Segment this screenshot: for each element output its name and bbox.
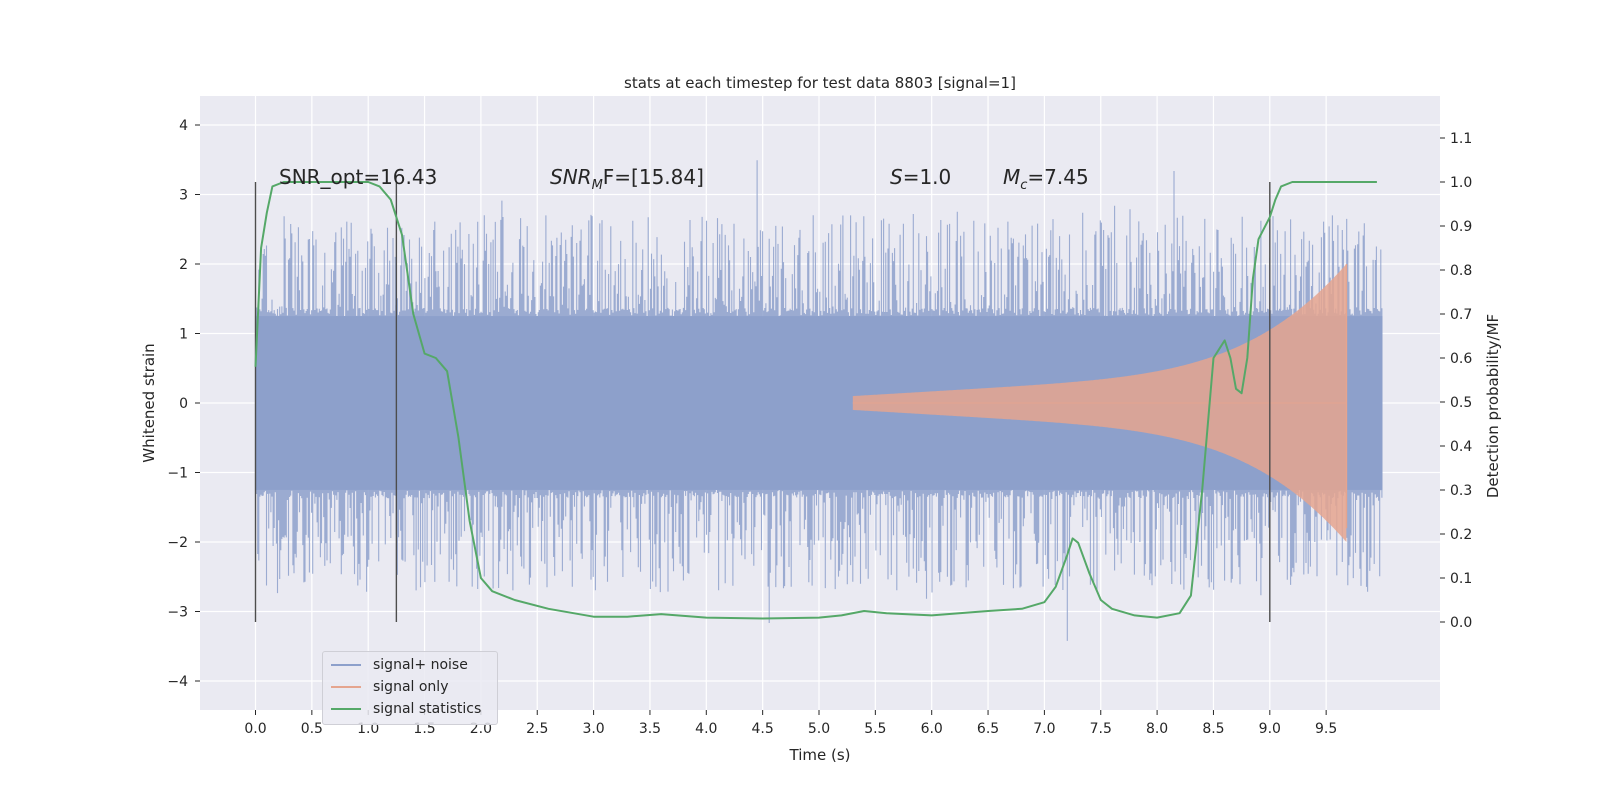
x-tick-label: 2.5 — [526, 721, 548, 737]
y2-tick-label: 0.8 — [1450, 263, 1472, 279]
x-tick-label: 1.0 — [357, 721, 379, 737]
annotation-snr-mf: SNRMF=[15.84] — [550, 165, 704, 193]
y2-tick-label: 0.5 — [1450, 395, 1472, 411]
x-tick-label: 7.0 — [1033, 721, 1055, 737]
y2-axis-label: Detection probability/MF — [1484, 314, 1502, 498]
x-tick-label: 5.5 — [864, 721, 886, 737]
x-tick-label: 6.0 — [921, 721, 943, 737]
annotation-s-var: S — [890, 165, 903, 189]
x-tick-label: 7.5 — [1090, 721, 1112, 737]
chart-title: stats at each timestep for test data 880… — [624, 74, 1016, 92]
x-tick-label: 8.5 — [1202, 721, 1224, 737]
annotation-snr-mf-sub: M — [592, 178, 603, 193]
legend-swatch-signal-statistics — [331, 708, 361, 710]
y2-tick-label: 0.3 — [1450, 483, 1472, 499]
x-axis-label: Time (s) — [789, 746, 851, 764]
legend: signal+ noise signal only signal statist… — [322, 651, 498, 725]
y-tick-label: 0 — [179, 396, 188, 412]
x-tick-label: 2.0 — [470, 721, 492, 737]
y-tick-label: 1 — [179, 327, 188, 343]
x-tick-label: 9.5 — [1315, 721, 1337, 737]
legend-item-signal-only: signal only — [331, 677, 448, 697]
annotation-s: S=1.0 — [890, 165, 951, 189]
signal-statistics-line — [254, 181, 1377, 620]
x-tick-label: 0.5 — [301, 721, 323, 737]
x-tick-label: 4.0 — [695, 721, 717, 737]
signal-only-series — [852, 264, 1348, 542]
x-tick-label: 8.0 — [1146, 721, 1168, 737]
annotation-mc-sub: c — [1020, 178, 1027, 193]
x-tick-label: 6.5 — [977, 721, 999, 737]
x-tick-label: 1.5 — [413, 721, 435, 737]
legend-label: signal statistics — [373, 701, 482, 717]
y-axis-label: Whitened strain — [140, 343, 158, 462]
legend-item-signal-noise: signal+ noise — [331, 655, 468, 675]
legend-swatch-signal-only — [331, 686, 361, 688]
signal-statistics-series — [254, 181, 1377, 620]
x-tick-label: 3.5 — [639, 721, 661, 737]
y2-tick-label: 0.1 — [1450, 571, 1472, 587]
y-tick-label: 2 — [179, 257, 188, 273]
tick-layer: 0.0 0.5 1.0 1.5 2.0 2.5 3.0 3.5 4.0 4.5 5.0 5.5 6.0 6… — [167, 118, 1472, 737]
vertical-markers — [254, 182, 1271, 622]
y-tick-label: −4 — [167, 674, 188, 690]
legend-item-signal-statistics: signal statistics — [331, 699, 481, 719]
y-tick-label: 4 — [179, 118, 188, 134]
y2-tick-label: 0.7 — [1450, 307, 1472, 323]
y-tick-label: −2 — [167, 535, 188, 551]
annotation-mc: Mc=7.45 — [1003, 165, 1089, 193]
y-tick-label: 3 — [179, 188, 188, 204]
y2-tick-label: 0.6 — [1450, 351, 1472, 367]
annotation-s-rest: =1.0 — [903, 165, 952, 189]
legend-label: signal+ noise — [373, 657, 468, 673]
annotation-snr-mf-var: SNR — [550, 165, 592, 189]
annotation-mc-var: M — [1003, 165, 1020, 189]
annotation-snr-opt: SNR_opt=16.43 — [279, 165, 437, 189]
y2-tick-label: 0.0 — [1450, 615, 1472, 631]
y2-tick-label: 1.0 — [1450, 175, 1472, 191]
y2-tick-label: 0.2 — [1450, 527, 1472, 543]
x-tick-label: 4.5 — [752, 721, 774, 737]
y-tick-label: −1 — [167, 466, 188, 482]
y-tick-label: −3 — [167, 605, 188, 621]
legend-swatch-signal-noise — [331, 664, 361, 666]
y2-tick-label: 0.4 — [1450, 439, 1472, 455]
x-tick-label: 3.0 — [582, 721, 604, 737]
y2-tick-label: 0.9 — [1450, 219, 1472, 235]
x-tick-label: 0.0 — [244, 721, 266, 737]
y2-tick-label: 1.1 — [1450, 131, 1472, 147]
x-tick-label: 5.0 — [808, 721, 830, 737]
annotation-snr-mf-rest: F=[15.84] — [603, 165, 704, 189]
legend-label: signal only — [373, 679, 449, 695]
x-tick-label: 9.0 — [1259, 721, 1281, 737]
annotation-mc-rest: =7.45 — [1027, 165, 1088, 189]
